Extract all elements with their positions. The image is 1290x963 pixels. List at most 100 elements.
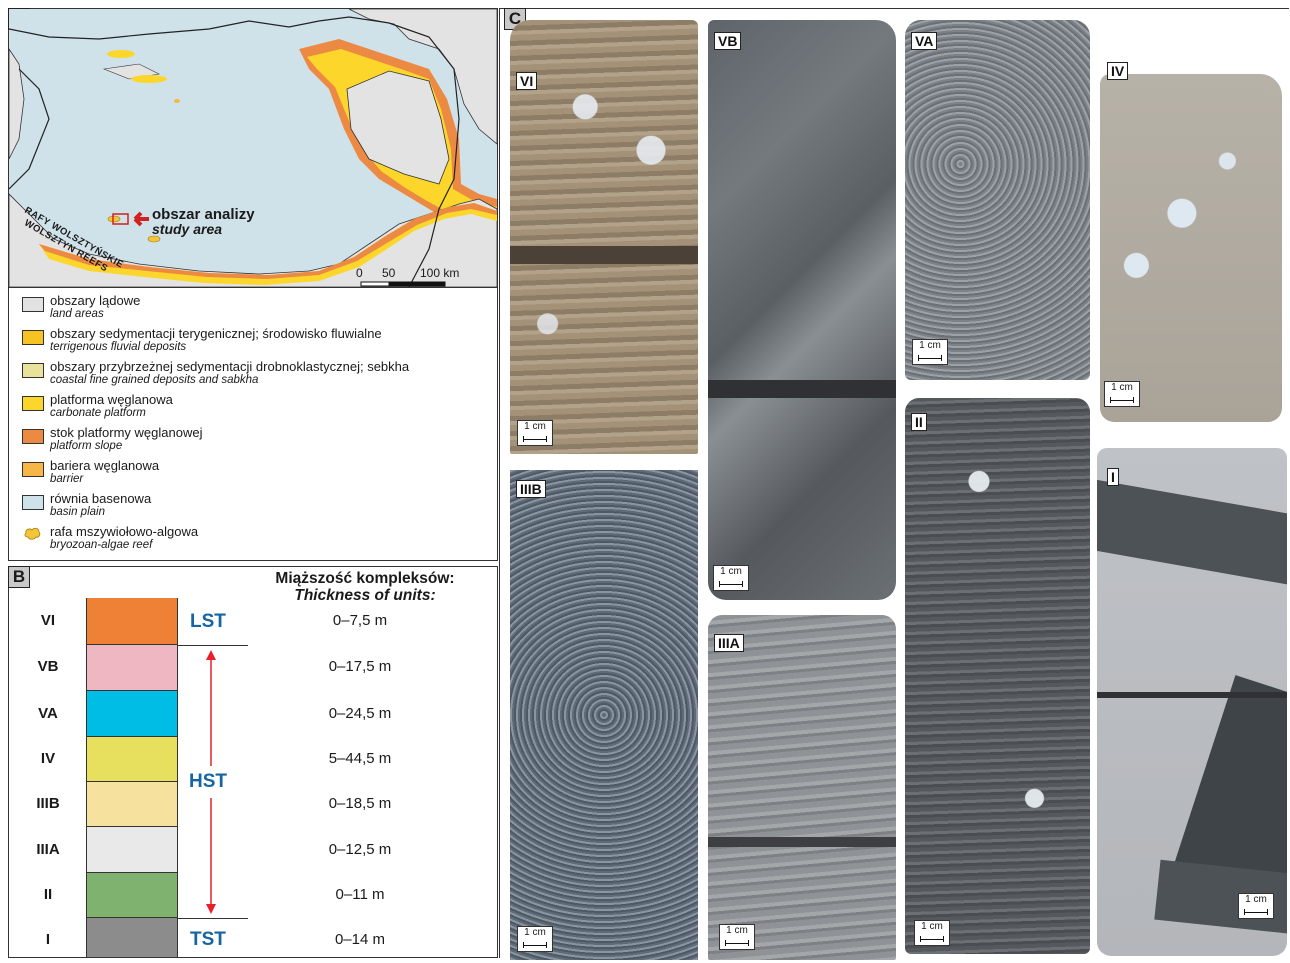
unit-label: VB (22, 658, 74, 675)
legend-list: obszary lądowe land areas obszary sedyme… (10, 293, 496, 555)
core-break (708, 380, 896, 398)
lst-label: LST (190, 611, 226, 633)
scale-label: 1 cm (921, 921, 943, 932)
scale-bar-line (920, 939, 944, 940)
legend-swatch (22, 462, 44, 477)
core-photo-iv (1100, 74, 1282, 422)
scale-tick-0: 0 (356, 266, 363, 280)
unit-thickness: 0–7,5 m (290, 612, 430, 629)
legend-swatch (22, 495, 44, 510)
legend-label-en: land areas (50, 308, 104, 320)
scale-label: 1 cm (919, 340, 941, 351)
scale-bar-iiib: 1 cm (517, 926, 553, 952)
hst-double-arrow-icon (203, 648, 219, 916)
thickness-title-pl: Miąższość kompleksów: (240, 570, 490, 587)
core-photo-iiib (510, 470, 698, 960)
core-break (510, 246, 698, 264)
scale-label: 1 cm (524, 421, 546, 432)
legend-label-pl: obszary przybrzeżnej sedymentacji drobno… (50, 359, 409, 374)
unit-thickness: 0–17,5 m (290, 658, 430, 675)
legend-label-en: barrier (50, 473, 83, 485)
core-label-ii: II (911, 413, 927, 431)
scale-bar-vb: 1 cm (713, 565, 749, 591)
lst-hst-boundary (178, 645, 248, 646)
legend-label-pl: równia basenowa (50, 491, 151, 506)
core-photo-vb (708, 20, 896, 600)
unit-block-iiia (86, 827, 178, 873)
tst-label: TST (190, 929, 226, 951)
unit-label: IIIB (22, 795, 74, 812)
scale-bar-line (719, 584, 743, 585)
thickness-title-en: Thickness of units: (240, 587, 490, 604)
study-area-en: study area (152, 221, 255, 237)
legend-label-en: terrigenous fluvial deposits (50, 341, 186, 353)
scale-bar-vi: 1 cm (517, 420, 553, 446)
core-photo-vi (510, 20, 698, 454)
unit-label: VA (22, 705, 74, 722)
unit-thickness: 0–11 m (290, 886, 430, 903)
core-photo-iiia (708, 615, 896, 960)
scale-bar-i: 1 cm (1238, 893, 1274, 919)
legend-label-en: coastal fine grained deposits and sabkha (50, 374, 258, 386)
thickness-title: Miąższość kompleksów: Thickness of units… (240, 570, 490, 604)
legend-label-pl: stok platformy węglanowej (50, 425, 202, 440)
legend-swatch (22, 396, 44, 411)
unit-block-iiib (86, 782, 178, 827)
unit-thickness: 5–44,5 m (290, 750, 430, 767)
core-label-vb: VB (714, 32, 741, 50)
legend-swatch (22, 429, 44, 444)
legend-label-pl: rafa mszywiołowo-algowa (50, 524, 198, 539)
core-photo-i (1097, 448, 1287, 956)
unit-block-va (86, 691, 178, 737)
core-break (1097, 692, 1287, 698)
scale-label: 1 cm (1245, 894, 1267, 905)
legend-label-en: basin plain (50, 506, 105, 518)
legend-label-en: carbonate platform (50, 407, 146, 419)
scale-bar-line (523, 439, 547, 440)
legend-label-pl: platforma węglanowa (50, 392, 173, 407)
core-label-iiia: IIIA (714, 634, 744, 652)
unit-block-iv (86, 737, 178, 782)
unit-thickness: 0–12,5 m (290, 841, 430, 858)
scale-bar-line (523, 945, 547, 946)
core-label-iiib: IIIB (516, 480, 546, 498)
scale-tick-50: 50 (382, 266, 395, 280)
unit-label: II (22, 886, 74, 903)
scale-label: 1 cm (1111, 382, 1133, 393)
scale-bar-line (918, 358, 942, 359)
core-photo-ii (905, 398, 1090, 954)
study-area-label: obszar analizy study area (152, 206, 255, 237)
unit-thickness: 0–18,5 m (290, 795, 430, 812)
unit-thickness: 0–24,5 m (290, 705, 430, 722)
core-label-i: I (1107, 468, 1119, 486)
scale-bar-line (1244, 912, 1268, 913)
unit-block-ii (86, 873, 178, 918)
legend-label-pl: obszary sedymentacji terygenicznej; środ… (50, 326, 382, 341)
panel-c-divider (499, 8, 500, 958)
unit-label: IIIA (22, 841, 74, 858)
legend-label-pl: obszary lądowe (50, 293, 140, 308)
legend-label-pl: bariera węglanowa (50, 458, 159, 473)
core-label-va: VA (911, 32, 937, 50)
unit-block-vb (86, 645, 178, 691)
unit-label: I (22, 931, 74, 948)
scale-bar-line (725, 943, 749, 944)
scale-bar-line (1110, 400, 1134, 401)
core-photo-va (905, 20, 1090, 380)
legend-swatch (22, 297, 44, 312)
clast-dark-1 (1097, 478, 1287, 589)
unit-label: IV (22, 750, 74, 767)
scale-tick-100: 100 km (420, 266, 459, 280)
hst-tst-boundary (178, 918, 248, 919)
core-label-iv: IV (1107, 62, 1128, 80)
scale-label: 1 cm (726, 925, 748, 936)
unit-label: VI (22, 612, 74, 629)
unit-block-i (86, 918, 178, 958)
unit-block-vi (86, 598, 178, 645)
core-label-vi: VI (516, 72, 537, 90)
legend-swatch (22, 330, 44, 345)
scale-bar-ii: 1 cm (914, 920, 950, 946)
scale-bar-iiia: 1 cm (719, 924, 755, 950)
core-break (708, 837, 896, 847)
panel-c-top-line (499, 8, 1289, 9)
